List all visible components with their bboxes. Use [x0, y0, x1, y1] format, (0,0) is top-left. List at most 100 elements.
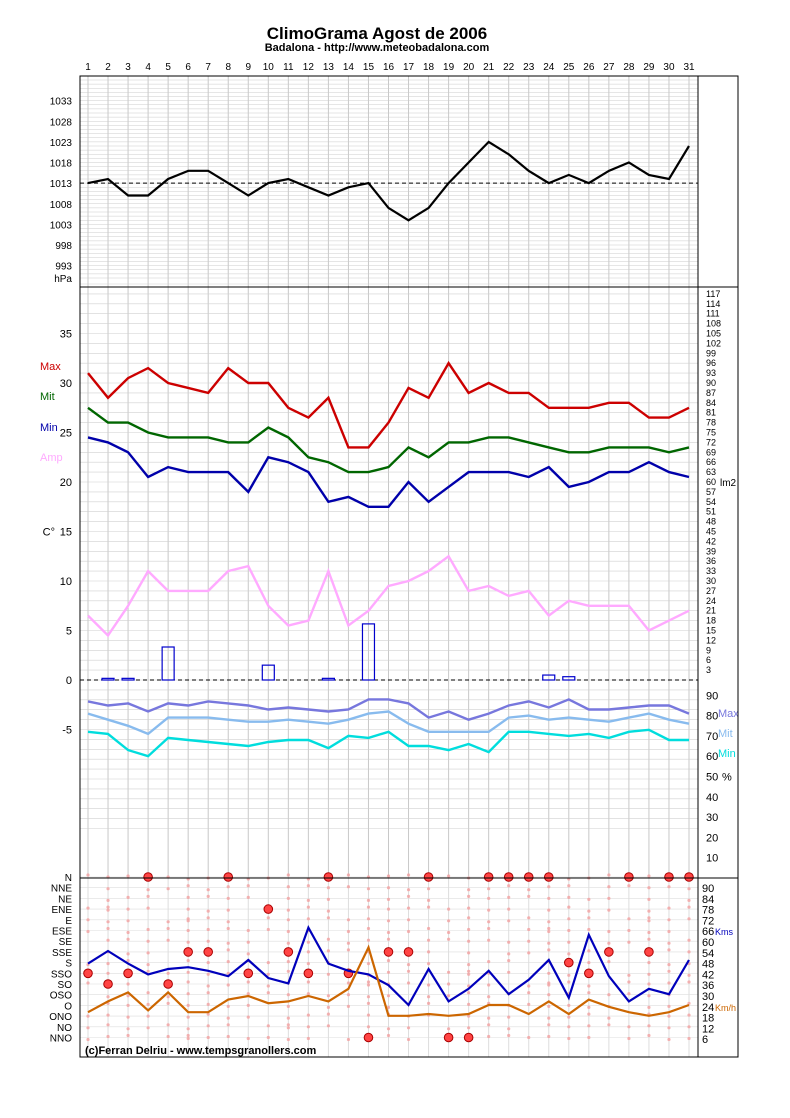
wind-frequency-dot [106, 995, 110, 999]
wind-frequency-dot [146, 969, 150, 973]
wind-frequency-dot [507, 959, 511, 963]
dominant-direction-marker [383, 947, 394, 957]
wind-frequency-dot [547, 981, 551, 985]
wind-frequency-dot [166, 920, 170, 924]
wind-frequency-dot [146, 939, 150, 943]
wind-frequency-dot [607, 960, 611, 964]
rain-tick-label: 105 [706, 329, 721, 339]
legend-hum-min: Min [718, 748, 736, 760]
wind-frequency-dot [366, 983, 371, 987]
day-label: 11 [283, 62, 294, 73]
wind-frequency-dot [406, 1026, 411, 1030]
wind-frequency-dot [507, 919, 511, 923]
dominant-direction-marker [263, 904, 274, 914]
wind-frequency-dot [366, 926, 371, 931]
wind-speed-tick-label: 30 [702, 991, 714, 1003]
wind-frequency-dot [467, 1014, 471, 1018]
pressure-tick-label: 1023 [50, 138, 73, 149]
wind-frequency-dot [567, 1003, 571, 1008]
wind-frequency-dot [286, 1023, 290, 1027]
wind-frequency-dot [386, 1033, 391, 1038]
wind-frequency-dot [607, 929, 611, 934]
wind-frequency-dot [246, 1015, 250, 1019]
wind-frequency-dot [687, 887, 691, 891]
wind-frequency-dot [286, 918, 290, 922]
wind-frequency-dot [226, 926, 230, 931]
wind-frequency-dot [587, 1005, 591, 1010]
wind-frequency-dot [346, 948, 351, 952]
wind-frequency-dot [186, 1027, 190, 1031]
wind-frequency-dot [426, 898, 431, 903]
wind-frequency-dot [346, 885, 351, 889]
rain-tick-label: 84 [706, 398, 716, 408]
wind-frequency-dot [647, 1024, 651, 1028]
wind-frequency-dot [226, 960, 230, 964]
wind-frequency-dot [507, 970, 511, 974]
wind-frequency-dot [547, 941, 551, 945]
rain-tick-label: 102 [706, 338, 721, 348]
rain-bar [361, 623, 376, 681]
wind-frequency-dot [166, 1001, 170, 1006]
wind-frequency-dot [507, 940, 511, 944]
wind-frequency-dot [607, 1023, 611, 1027]
humidity-series [87, 698, 690, 758]
wind-frequency-dot [467, 951, 471, 955]
day-label: 18 [423, 62, 435, 73]
pressure-line [87, 140, 690, 222]
wind-frequency-dot [426, 950, 431, 954]
amplitude-line [87, 554, 690, 638]
wind-frequency-dot [86, 906, 90, 910]
wind-frequency-dot [146, 894, 150, 899]
day-label: 6 [185, 62, 191, 73]
wind-frequency-dot [366, 1013, 371, 1017]
wind-frequency-dot [647, 909, 651, 913]
wind-frequency-dot [447, 930, 451, 935]
dominant-direction-marker [183, 947, 193, 957]
wind-frequency-dot [326, 916, 330, 920]
wind-frequency-dot [186, 1015, 190, 1019]
wind-frequency-dot [587, 927, 591, 932]
wind-frequency-dot [607, 873, 611, 877]
wind-speed-tick-label: 54 [702, 948, 714, 960]
wind-frequency-dot [346, 929, 351, 934]
wind-frequency-dot [366, 995, 371, 999]
wind-frequency-dot [447, 982, 451, 986]
rain-tick-label: 3 [706, 665, 711, 675]
wind-frequency-dot [126, 937, 130, 941]
wind-frequency-dot [567, 895, 571, 900]
wind-frequency-dot [627, 917, 631, 921]
wind-frequency-dot [667, 1014, 671, 1018]
wind-gust-line [87, 924, 690, 1007]
temperature-min-line [87, 436, 690, 508]
wind-frequency-dot [667, 941, 671, 945]
wind-frequency-dot [487, 1034, 491, 1039]
wind-direction-label: SE [59, 937, 73, 948]
pressure-tick-label: 1028 [50, 117, 73, 128]
wind-speed-tick-label: 84 [702, 894, 714, 906]
legend-max: Max [40, 361, 61, 373]
wind-frequency-dot [687, 917, 691, 921]
wind-frequency-dot [306, 980, 310, 984]
wind-speed-tick-label: 42 [702, 969, 714, 981]
pressure-series [87, 140, 690, 222]
wind-frequency-dot [286, 1037, 290, 1042]
wind-frequency-dot [206, 961, 210, 965]
wind-frequency-dot [306, 950, 310, 954]
wind-direction-label: O [64, 1001, 72, 1012]
wind-frequency-dot [426, 938, 431, 942]
wind-frequency-dot [487, 896, 491, 901]
rain-tick-label: 9 [706, 645, 711, 655]
rain-tick-label: 24 [706, 596, 716, 606]
temperature-axis: 35302520151050-5C°MaxMitMinAmp1171141111… [40, 289, 737, 737]
rain-tick-label: 21 [706, 606, 716, 616]
wind-frequency-dot [106, 898, 110, 903]
wind-frequency-dot [286, 1026, 290, 1030]
dominant-direction-marker [523, 872, 534, 882]
dominant-direction-marker [483, 872, 494, 882]
legend-kmh: Km/h [715, 1003, 736, 1013]
wind-frequency-dot [166, 1023, 170, 1027]
wind-frequency-dot [226, 908, 230, 912]
wind-frequency-dot [126, 982, 130, 986]
humidity-tick-label: 70 [706, 731, 718, 743]
wind-frequency-dot [547, 1023, 551, 1027]
